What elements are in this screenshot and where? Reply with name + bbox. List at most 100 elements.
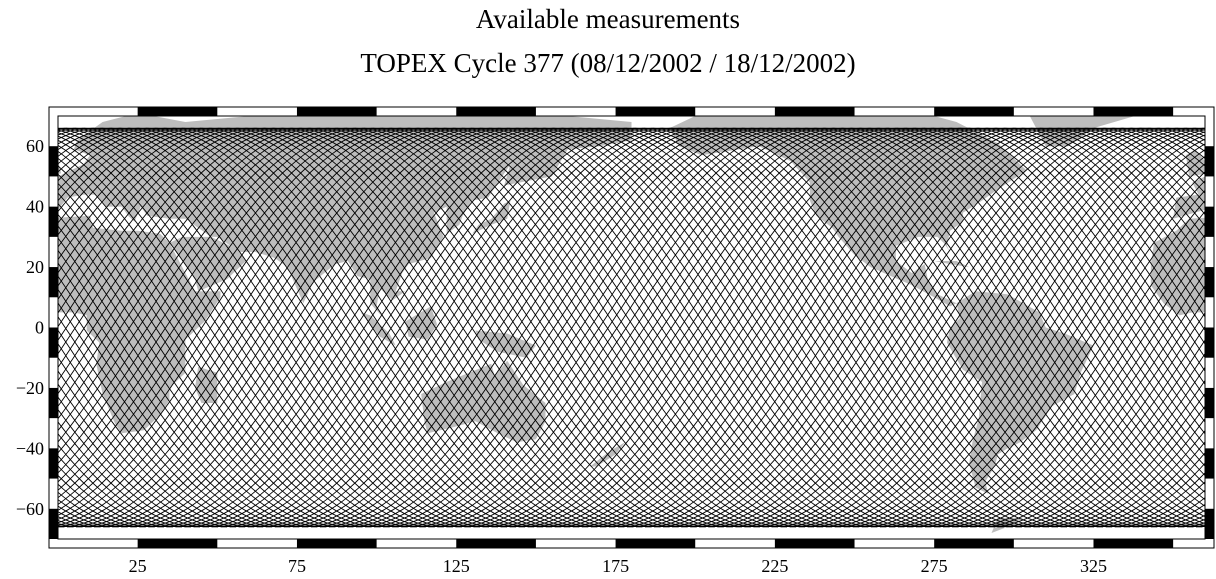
ground-track [807, 129, 1205, 528]
ground-track [58, 275, 300, 528]
ground-track [625, 127, 1040, 528]
ground-track [824, 127, 1205, 521]
ground-track [0, 128, 21, 527]
ground-track [717, 127, 1132, 528]
ground-track [58, 315, 273, 528]
y-tick-label: −40 [16, 438, 44, 458]
ground-track [735, 127, 1150, 528]
ground-track [571, 127, 986, 528]
ground-track [464, 127, 879, 528]
ground-track [1051, 405, 1205, 528]
ground-track [300, 127, 715, 528]
frame-segment [137, 539, 218, 548]
ground-track [455, 127, 870, 528]
ground-track [229, 127, 644, 528]
ground-track [860, 127, 1205, 501]
ground-track [518, 127, 933, 528]
ground-track [58, 421, 201, 528]
ground-track [788, 127, 1203, 528]
ground-track [58, 127, 464, 527]
ground-track [58, 127, 130, 157]
ground-track [0, 128, 1, 527]
ground-track [634, 127, 1050, 528]
ground-track [139, 127, 554, 528]
ground-track [643, 127, 1059, 528]
ground-track [508, 127, 923, 528]
ground-track [941, 127, 1205, 411]
frame-segment [774, 539, 855, 548]
ground-track [995, 127, 1205, 332]
ground-track [734, 127, 1149, 528]
ground-track [58, 127, 247, 301]
frame-segment [1205, 387, 1214, 419]
ground-track [58, 132, 444, 528]
ground-track [1006, 339, 1205, 528]
ground-track [58, 127, 229, 274]
ground-track [661, 127, 1077, 528]
ground-track [58, 249, 318, 528]
ground-track [58, 127, 238, 287]
frame-segment [934, 107, 1014, 116]
land-africa [1150, 217, 1205, 316]
ground-track [1068, 127, 1205, 227]
ground-track [417, 127, 833, 528]
ground-track [878, 127, 1205, 485]
ground-track [363, 127, 779, 528]
ground-track [354, 127, 770, 528]
frame-segment [1205, 267, 1214, 298]
frame-segment [49, 448, 58, 479]
ground-track [572, 127, 988, 528]
ground-track [1041, 127, 1205, 264]
ground-track [1132, 497, 1205, 528]
ground-track [58, 128, 462, 528]
ground-track [58, 288, 291, 528]
ground-track [228, 127, 643, 528]
frame-segment [296, 107, 377, 116]
ground-track [192, 127, 607, 528]
ground-track [454, 127, 869, 528]
ground-track [58, 127, 157, 182]
ground-track [635, 127, 1051, 528]
ground-track [1095, 127, 1205, 194]
ground-track [58, 129, 453, 528]
ground-track [943, 246, 1205, 528]
frame-segment [49, 267, 58, 298]
ground-track [58, 127, 139, 165]
ground-track [932, 127, 1205, 423]
ground-track [58, 127, 346, 443]
ground-track [372, 127, 788, 528]
ground-track [681, 127, 1096, 528]
ground-track [1015, 352, 1205, 528]
ground-track [679, 127, 1095, 528]
x-tick-label: 175 [602, 556, 629, 576]
ground-track [563, 127, 979, 528]
ground-track [950, 127, 1205, 398]
frame-segment [49, 206, 58, 237]
land-south_america [946, 291, 1094, 494]
ground-track [58, 483, 146, 528]
ground-track [58, 127, 256, 314]
ground-track [345, 127, 760, 528]
ground-track [256, 127, 671, 528]
ground-track [608, 127, 1024, 528]
ground-track [365, 127, 780, 528]
ground-track [58, 343, 255, 528]
ground-track [726, 127, 1141, 528]
ground-track [1087, 452, 1205, 528]
ground-track [58, 127, 337, 432]
ground-track [580, 127, 995, 528]
ground-track [238, 127, 653, 528]
ground-track [202, 127, 617, 528]
ground-track [112, 127, 527, 528]
ground-track [968, 127, 1205, 372]
ground-track [0, 128, 39, 527]
ground-track [544, 127, 959, 528]
ground-track [490, 127, 905, 528]
ground-track [617, 127, 1033, 528]
ground-track [0, 128, 37, 527]
ground-track [0, 128, 56, 527]
ground-track [1042, 392, 1205, 528]
frame-segment [1205, 448, 1214, 479]
ground-track [58, 127, 473, 528]
